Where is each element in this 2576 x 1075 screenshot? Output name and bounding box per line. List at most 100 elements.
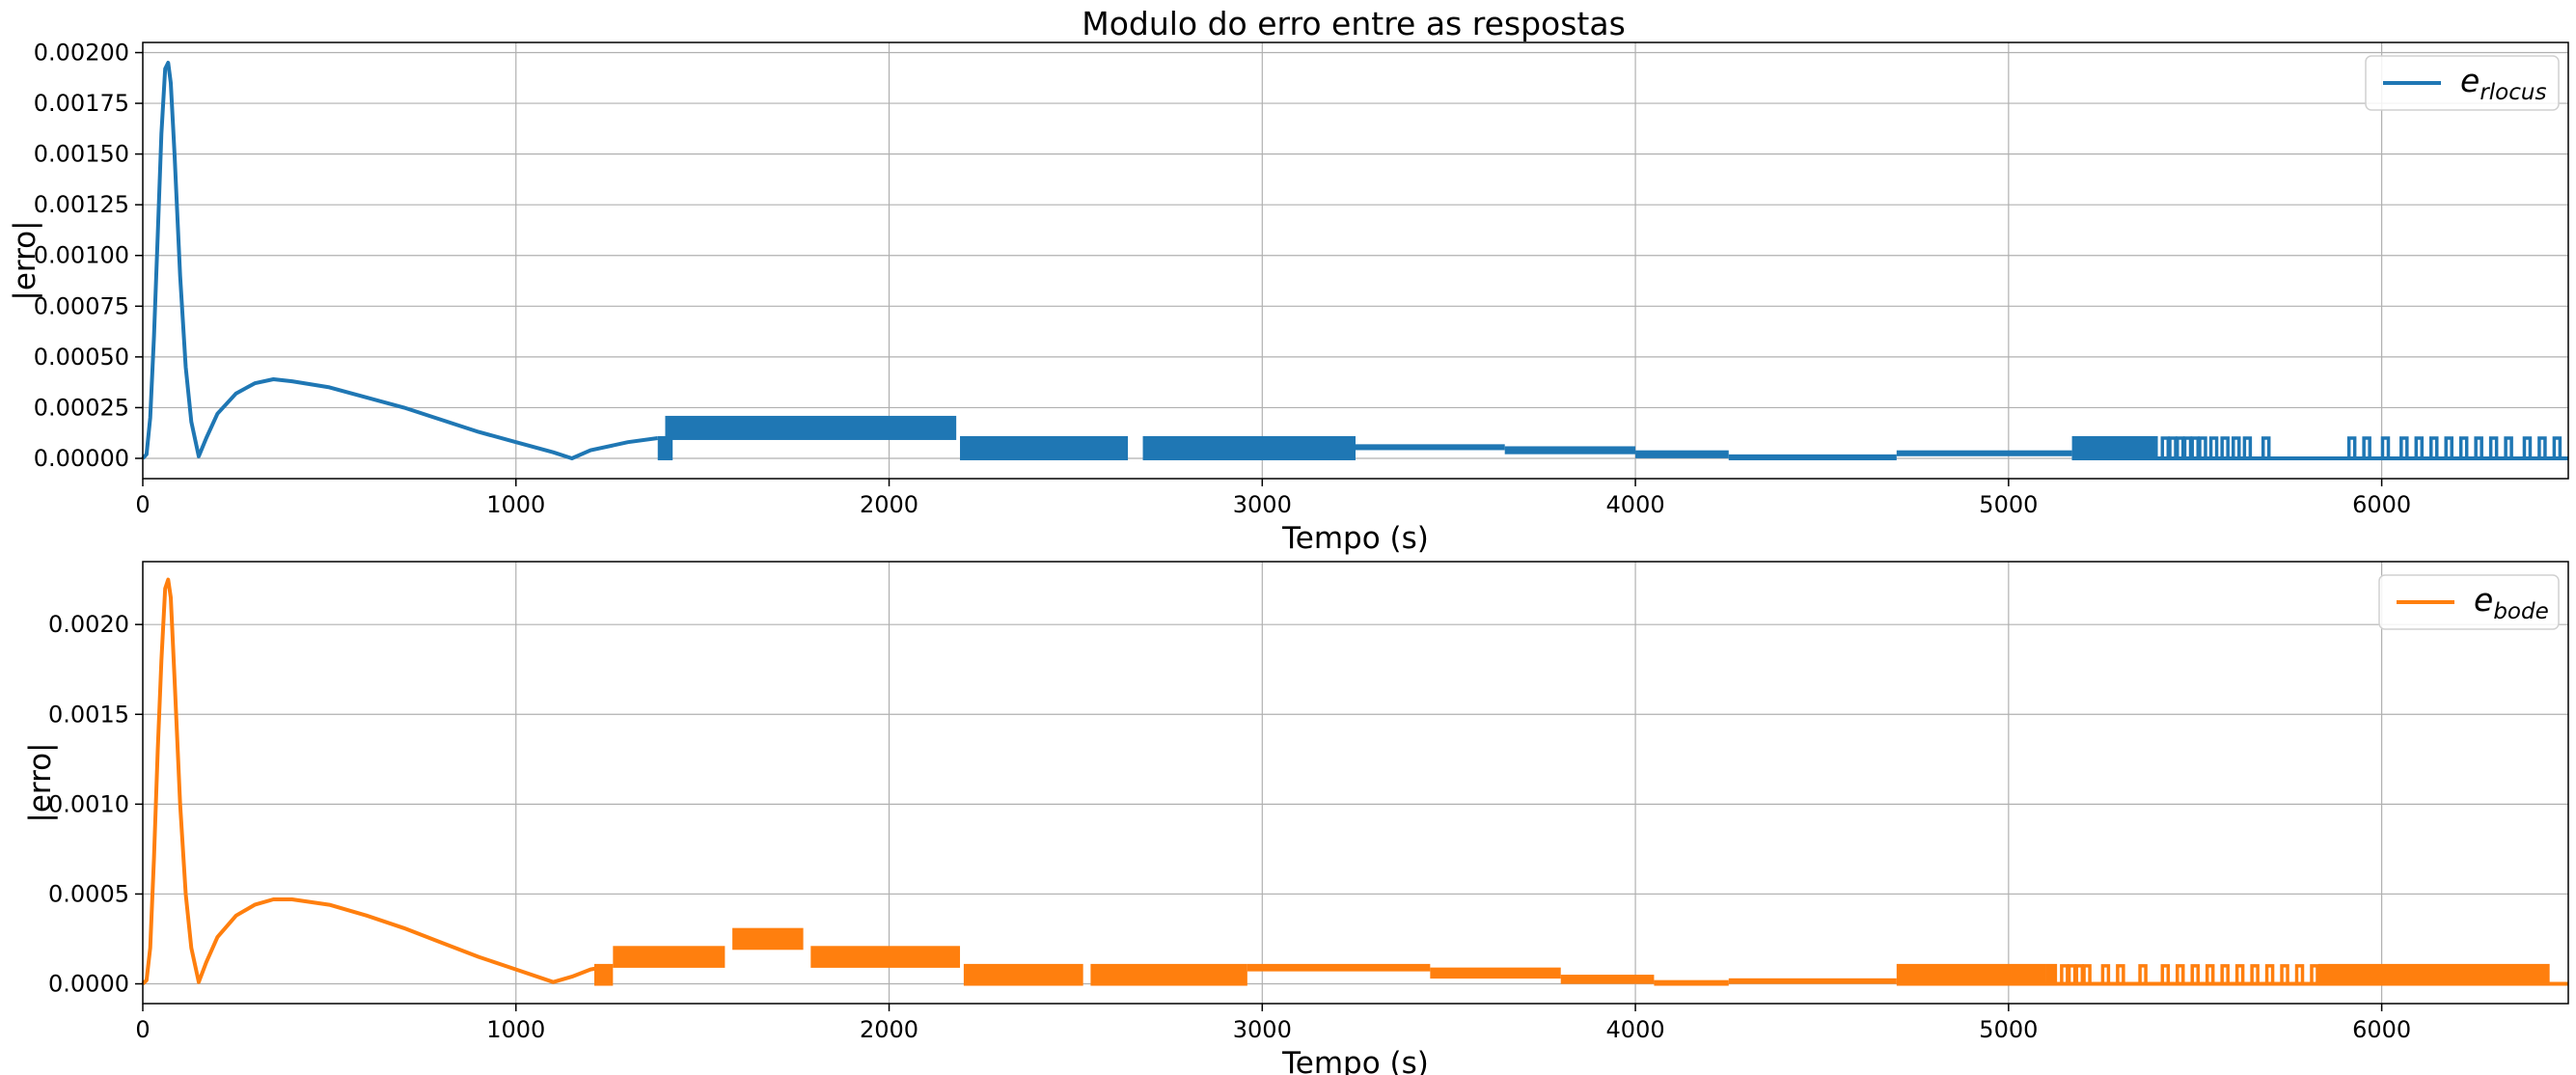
oscillation-band bbox=[593, 963, 614, 986]
x-tick-label: 5000 bbox=[1979, 1016, 2038, 1043]
oscillation-band bbox=[963, 963, 1083, 986]
spike bbox=[2208, 436, 2219, 458]
spike bbox=[2474, 436, 2483, 458]
spike bbox=[2160, 964, 2171, 984]
spike bbox=[2100, 964, 2111, 984]
spike bbox=[2280, 964, 2289, 984]
legend-box bbox=[2378, 574, 2560, 630]
spike bbox=[2261, 436, 2271, 458]
legend: ebode bbox=[2378, 574, 2560, 630]
spike bbox=[2060, 964, 2069, 984]
spike bbox=[2504, 436, 2513, 458]
y-tick-label: 0.00175 bbox=[34, 90, 129, 117]
spike bbox=[2082, 964, 2092, 984]
oscillation-band bbox=[657, 435, 673, 460]
x-tick-label: 0 bbox=[135, 491, 150, 518]
spike bbox=[2160, 436, 2171, 458]
oscillation-band bbox=[810, 946, 961, 968]
x-tick-label: 1000 bbox=[486, 491, 545, 518]
y-axis-label: |erro| bbox=[8, 220, 42, 300]
spike bbox=[2346, 436, 2357, 458]
spike bbox=[2522, 436, 2533, 458]
series-bode bbox=[141, 577, 2568, 986]
plot-bottom: 0 1000 2000 3000 4000 5000 6000 0.0000 0.0005 0.0… bbox=[23, 561, 2569, 1075]
legend: erlocus bbox=[2365, 55, 2560, 111]
spike bbox=[2220, 964, 2230, 984]
spike bbox=[2310, 964, 2319, 984]
y-tick-label: 0.00150 bbox=[34, 141, 129, 168]
y-tick-label: 0.00025 bbox=[34, 394, 129, 421]
spike bbox=[2458, 436, 2469, 458]
oscillation-band bbox=[1247, 963, 1431, 972]
oscillation-band bbox=[1142, 435, 1356, 460]
spike bbox=[2198, 436, 2207, 458]
y-tick-label: 0.00200 bbox=[34, 40, 129, 67]
oscillation-band bbox=[1090, 963, 1247, 986]
spike bbox=[2294, 964, 2305, 984]
y-tick-label: 0.0020 bbox=[48, 611, 129, 638]
spike bbox=[2190, 964, 2200, 984]
x-tick-label: 4000 bbox=[1606, 1016, 1665, 1043]
y-tick-label: 0.00050 bbox=[34, 344, 129, 371]
oscillation-band bbox=[1654, 979, 1729, 986]
spike bbox=[2264, 964, 2275, 984]
spike bbox=[2220, 436, 2230, 458]
oscillation-band bbox=[665, 415, 957, 440]
x-tick-label: 6000 bbox=[2352, 1016, 2411, 1043]
x-axis-label: Tempo (s) bbox=[1281, 521, 1429, 556]
spike bbox=[2168, 436, 2178, 458]
spike bbox=[2176, 964, 2185, 984]
oscillation-band bbox=[1356, 444, 1505, 451]
y-tick-label: 0.00100 bbox=[34, 242, 129, 269]
legend-box bbox=[2365, 55, 2560, 111]
spike bbox=[2488, 436, 2499, 458]
spike bbox=[2429, 436, 2439, 458]
x-tick-label: 5000 bbox=[1979, 491, 2038, 518]
oscillation-band bbox=[2317, 963, 2550, 986]
spike bbox=[2074, 964, 2085, 984]
y-tick-label: 0.00125 bbox=[34, 191, 129, 218]
grid bbox=[142, 562, 2568, 1004]
spike bbox=[2362, 436, 2371, 458]
spike bbox=[2234, 964, 2245, 984]
spike bbox=[2116, 964, 2125, 984]
x-tick-label: 3000 bbox=[1233, 1016, 1292, 1043]
spike bbox=[2242, 436, 2253, 458]
spike bbox=[2552, 436, 2562, 458]
spike bbox=[2205, 964, 2215, 984]
chart-title: Modulo do erro entre as respostas bbox=[1082, 5, 1626, 42]
spike bbox=[2176, 436, 2185, 458]
spike bbox=[2067, 964, 2077, 984]
spike bbox=[2399, 436, 2409, 458]
plot-top: Modulo do erro entre as respostas 0 1000 2… bbox=[8, 5, 2569, 556]
spike bbox=[2537, 436, 2547, 458]
y-tick-label: 0.00000 bbox=[34, 445, 129, 472]
spike bbox=[2138, 964, 2148, 984]
spike bbox=[2232, 436, 2241, 458]
x-tick-label: 0 bbox=[135, 1016, 150, 1043]
oscillation-band bbox=[1728, 978, 1897, 984]
oscillation-band bbox=[613, 946, 726, 968]
oscillation-band bbox=[1728, 454, 1897, 460]
oscillation-band bbox=[2071, 435, 2158, 460]
x-tick-label: 1000 bbox=[486, 1016, 545, 1043]
oscillation-band bbox=[1430, 967, 1561, 979]
oscillation-band bbox=[1560, 975, 1655, 984]
y-tick-label: 0.0015 bbox=[48, 701, 129, 728]
plot-frame bbox=[142, 41, 2569, 480]
oscillation-band bbox=[732, 927, 804, 951]
legend-label: ebode bbox=[2474, 581, 2549, 624]
legend-label: erlocus bbox=[2460, 62, 2546, 105]
oscillation-band bbox=[1896, 450, 2072, 456]
x-tick-label: 6000 bbox=[2352, 491, 2411, 518]
spike bbox=[2250, 964, 2260, 984]
oscillation-band bbox=[960, 435, 1129, 460]
y-tick-label: 0.00075 bbox=[34, 292, 129, 319]
series-line bbox=[141, 61, 658, 460]
oscillation-band bbox=[1896, 963, 2046, 986]
spike bbox=[2444, 436, 2453, 458]
spike bbox=[2190, 436, 2200, 458]
spike bbox=[2182, 436, 2193, 458]
spike bbox=[2380, 436, 2391, 458]
